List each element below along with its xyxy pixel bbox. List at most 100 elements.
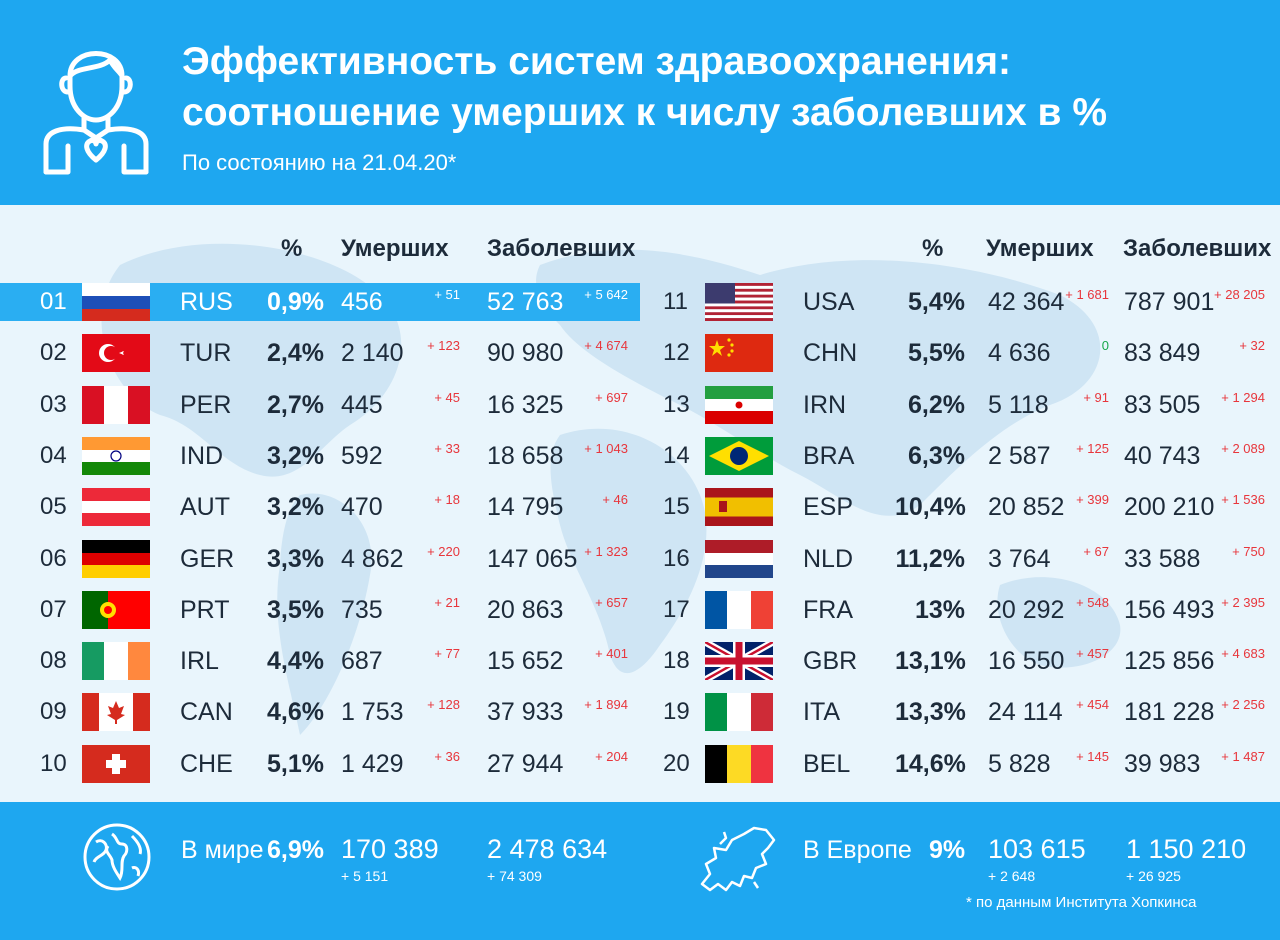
deaths-value: 456 (341, 288, 383, 316)
deaths-delta: + 45 (434, 389, 460, 405)
death-ratio: 6,3% (908, 441, 965, 470)
deaths-delta: + 399 (1076, 492, 1109, 508)
table-row: 03 PER 2,7% 445 + 45 16 325 + 697 (0, 383, 1280, 427)
world-cases: 2 478 634 (487, 834, 608, 864)
row-rank: 19 (663, 698, 690, 726)
col-header-cases: Заболевших (1123, 235, 1272, 262)
source-note: * по данным Института Хопкинса (966, 894, 1197, 911)
deaths-delta: + 51 (434, 287, 460, 302)
flag-fra-icon (705, 590, 773, 629)
europe-deaths: 103 615 (988, 834, 1086, 864)
deaths-delta: + 125 (1076, 440, 1109, 456)
country-code: NLD (803, 544, 854, 573)
world-deaths: 170 389 (341, 834, 439, 864)
deaths-value: 5 828 (988, 749, 1051, 778)
col-header-pct: % (922, 235, 944, 262)
cases-delta: + 4 674 (584, 338, 628, 354)
europe-cases: 1 150 210 (1126, 834, 1247, 864)
death-ratio: 3,3% (267, 544, 324, 573)
country-code: BRA (803, 441, 855, 470)
col-header-cases: Заболевших (487, 235, 636, 262)
deaths-value: 42 364 (988, 288, 1065, 316)
deaths-delta: + 77 (434, 646, 460, 662)
row-rank: 06 (40, 544, 67, 572)
table-row: 15 ESP 10,4% 20 852 + 399 200 210 + 1 536 (0, 485, 1280, 529)
table-row: 18 GBR 13,1% 16 550 + 457 125 856 + 4 683 (0, 639, 1280, 683)
flag-ger-icon (82, 539, 150, 578)
cases-delta: + 1 487 (1221, 748, 1265, 764)
table-row: 19 ITA 13,3% 24 114 + 454 181 228 + 2 256 (0, 690, 1280, 734)
country-code: ESP (803, 493, 854, 522)
deaths-delta: + 220 (427, 543, 460, 559)
cases-delta: + 1 894 (584, 697, 628, 713)
death-ratio: 3,2% (267, 493, 324, 522)
europe-pct: 9% (929, 836, 966, 864)
deaths-value: 2 140 (341, 339, 404, 368)
cases-delta: + 401 (595, 646, 628, 662)
cases-value: 37 933 (487, 698, 564, 727)
country-code: PER (180, 390, 232, 419)
person-heart-icon (43, 51, 149, 175)
country-code: IRN (803, 390, 847, 419)
country-code: FRA (803, 595, 853, 624)
row-rank: 13 (663, 390, 690, 418)
death-ratio: 5,1% (267, 749, 324, 778)
table-row: 20 BEL 14,6% 5 828 + 145 39 983 + 1 487 (0, 742, 1280, 786)
deaths-value: 3 764 (988, 544, 1051, 573)
europe-label: В Европе (803, 836, 912, 864)
death-ratio: 5,4% (908, 288, 965, 316)
deaths-delta: + 123 (427, 338, 460, 354)
cases-delta: + 1 294 (1221, 389, 1265, 405)
death-ratio: 0,9% (267, 288, 324, 316)
flag-rus-icon (82, 283, 150, 321)
cases-delta: + 1 323 (584, 543, 628, 559)
world-cases-delta: + 74 309 (487, 868, 542, 884)
deaths-value: 24 114 (988, 698, 1063, 727)
deaths-value: 735 (341, 595, 383, 624)
deaths-value: 20 852 (988, 493, 1065, 522)
flag-chn-icon (705, 334, 773, 373)
death-ratio: 13,1% (895, 647, 966, 676)
country-code: CHN (803, 339, 858, 368)
flag-irn-icon (705, 385, 773, 424)
death-ratio: 6,2% (908, 390, 965, 419)
cases-value: 39 983 (1124, 749, 1201, 778)
cases-delta: + 32 (1239, 338, 1265, 354)
flag-aut-icon (82, 488, 150, 527)
cases-delta: + 2 395 (1221, 594, 1265, 610)
deaths-value: 445 (341, 390, 383, 419)
table-row: 04 IND 3,2% 592 + 33 18 658 + 1 043 (0, 434, 1280, 478)
country-code: GER (180, 544, 235, 573)
deaths-value: 1 753 (341, 698, 404, 727)
deaths-value: 592 (341, 441, 383, 470)
deaths-value: 1 429 (341, 749, 404, 778)
deaths-delta: + 21 (434, 594, 460, 610)
cases-delta: + 46 (602, 492, 628, 508)
deaths-delta: + 548 (1076, 594, 1109, 610)
flag-usa-icon (705, 283, 773, 321)
flag-bra-icon (705, 436, 773, 475)
cases-value: 147 065 (487, 544, 578, 573)
table-row: 10 CHE 5,1% 1 429 + 36 27 944 + 204 (0, 742, 1280, 786)
flag-ita-icon (705, 693, 773, 732)
cases-value: 181 228 (1124, 698, 1215, 727)
death-ratio: 2,4% (267, 339, 324, 368)
cases-value: 40 743 (1124, 441, 1201, 470)
world-label: В мире (181, 836, 264, 864)
table-row: 02 TUR 2,4% 2 140 + 123 90 980 + 4 674 (0, 331, 1280, 375)
data-table: % Умерших Заболевших % Умерших Заболевши… (0, 205, 1280, 802)
row-rank: 10 (40, 749, 67, 777)
cases-value: 16 325 (487, 390, 564, 419)
deaths-value: 4 862 (341, 544, 404, 573)
country-code: USA (803, 288, 855, 316)
deaths-value: 470 (341, 493, 383, 522)
cases-value: 156 493 (1124, 595, 1215, 624)
row-rank: 01 (40, 288, 67, 315)
cases-delta: + 4 683 (1221, 646, 1265, 662)
cases-value: 83 849 (1124, 339, 1201, 368)
table-row: 07 PRT 3,5% 735 + 21 20 863 + 657 (0, 588, 1280, 632)
flag-can-icon (82, 693, 150, 732)
row-rank: 02 (40, 339, 67, 367)
row-rank: 16 (663, 544, 690, 572)
death-ratio: 4,6% (267, 698, 324, 727)
